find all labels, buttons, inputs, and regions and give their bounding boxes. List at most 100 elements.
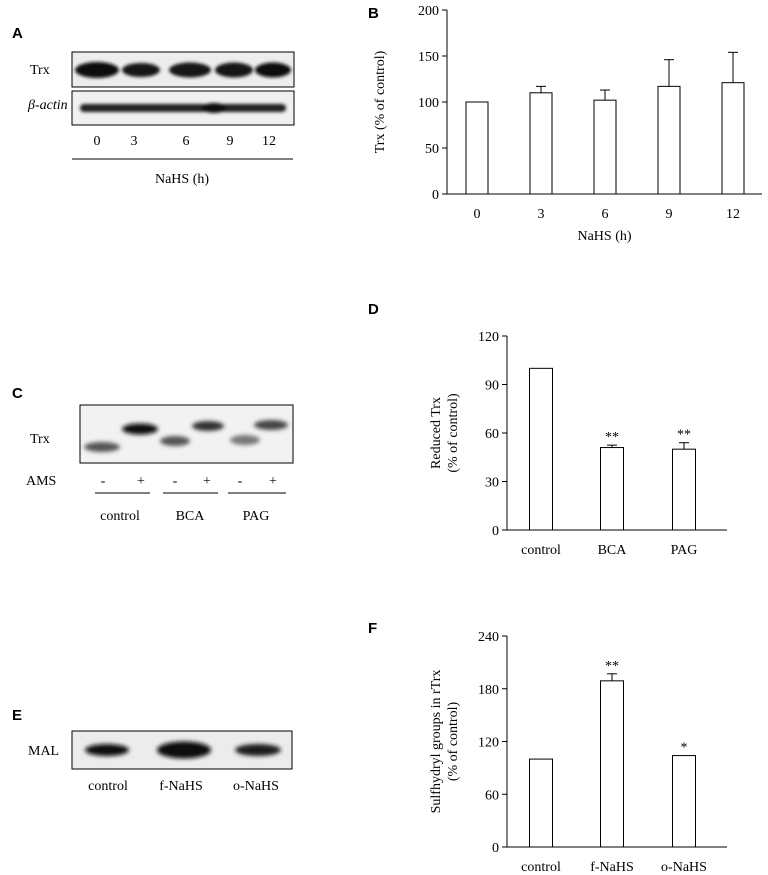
x-tick-label: 0 bbox=[474, 207, 481, 222]
band bbox=[235, 744, 281, 756]
significance-marker: ** bbox=[605, 430, 619, 445]
y-axis-label: (% of control) bbox=[446, 702, 461, 782]
blot-c-membrane bbox=[79, 404, 294, 464]
chart-f: F 0 60 120 180 240 control ** f-NaHS * o-NaHS Sulfh… bbox=[368, 620, 727, 875]
x-tick-label: 3 bbox=[538, 207, 545, 222]
bar bbox=[600, 680, 624, 848]
y-tick-label: 90 bbox=[485, 379, 499, 394]
band bbox=[85, 744, 129, 756]
lane-label: 12 bbox=[262, 134, 276, 149]
band bbox=[169, 62, 211, 78]
bar bbox=[529, 367, 553, 531]
y-tick-label: 200 bbox=[418, 4, 439, 19]
chart-b: B 0 50 100 150 200 0 3 6 9 12 NaHS (h) Trx (% of con… bbox=[368, 4, 762, 244]
significance-marker: ** bbox=[605, 659, 619, 674]
lane-label: 9 bbox=[227, 134, 234, 149]
blot-a-xlabel: NaHS (h) bbox=[155, 172, 209, 187]
x-tick-label: BCA bbox=[598, 543, 628, 558]
blot-e-row-mal: MAL bbox=[28, 744, 59, 759]
x-tick-label: 12 bbox=[726, 207, 740, 222]
band bbox=[75, 62, 119, 78]
x-tick-label: 6 bbox=[602, 207, 609, 222]
panel-a: A Trx β-actin 0 3 6 9 12 NaHS (h) bbox=[12, 25, 295, 187]
band bbox=[255, 62, 291, 78]
lane-label: control bbox=[88, 779, 128, 794]
bar bbox=[529, 758, 553, 848]
y-axis-label: (% of control) bbox=[446, 393, 461, 473]
lane-label: 3 bbox=[131, 134, 138, 149]
bar bbox=[529, 92, 553, 195]
blot-c-row-trx: Trx bbox=[30, 432, 50, 447]
band bbox=[80, 104, 286, 112]
blot-c-bands bbox=[84, 420, 288, 452]
y-tick-label: 240 bbox=[478, 630, 499, 645]
panel-e: E MAL control f-NaHS o-NaHS bbox=[12, 707, 293, 794]
group-label: PAG bbox=[243, 509, 270, 524]
band bbox=[192, 421, 224, 431]
bar bbox=[657, 85, 681, 195]
lane-label: o-NaHS bbox=[233, 779, 279, 794]
band bbox=[84, 442, 120, 452]
y-tick-label: 0 bbox=[492, 841, 499, 856]
significance-marker: * bbox=[681, 741, 688, 756]
blot-c-ams-label: AMS bbox=[26, 474, 56, 489]
blot-a-actin-bands bbox=[80, 103, 286, 113]
x-tick-label: o-NaHS bbox=[661, 860, 707, 875]
x-tick-label: 9 bbox=[666, 207, 673, 222]
lane-label: f-NaHS bbox=[159, 779, 203, 794]
panel-a-letter: A bbox=[12, 25, 23, 42]
panel-e-letter: E bbox=[12, 707, 22, 724]
x-axis-label: NaHS (h) bbox=[577, 229, 631, 244]
y-tick-label: 50 bbox=[425, 142, 439, 157]
bar bbox=[672, 755, 696, 848]
bar bbox=[465, 101, 489, 195]
blot-c-ams-signs: - + - + - + bbox=[101, 474, 277, 489]
y-tick-label: 60 bbox=[485, 427, 499, 442]
y-tick-label: 150 bbox=[418, 50, 439, 65]
blot-a-lane-labels: 0 3 6 9 12 bbox=[94, 134, 277, 149]
blot-a-trx-bands bbox=[75, 62, 291, 78]
blot-e-bands bbox=[85, 741, 281, 759]
x-tick-label: f-NaHS bbox=[590, 860, 634, 875]
panel-letter: B bbox=[368, 5, 379, 22]
band bbox=[160, 436, 190, 446]
y-tick-label: 120 bbox=[478, 330, 499, 345]
band bbox=[230, 435, 260, 445]
band bbox=[254, 420, 288, 430]
lane-label: 0 bbox=[94, 134, 101, 149]
bar bbox=[600, 447, 624, 531]
y-tick-label: 180 bbox=[478, 683, 499, 698]
ams-sign: - bbox=[173, 474, 178, 489]
y-tick-label: 100 bbox=[418, 96, 439, 111]
band bbox=[122, 63, 160, 77]
y-tick-label: 30 bbox=[485, 476, 499, 491]
band bbox=[157, 741, 211, 759]
ams-sign: + bbox=[269, 474, 277, 489]
bar bbox=[593, 99, 617, 195]
bar bbox=[672, 448, 696, 531]
panel-c: C Trx AMS - + - + - + control BCA PAG bbox=[12, 385, 294, 524]
blot-a-row-actin: β-actin bbox=[27, 98, 68, 113]
band bbox=[215, 62, 253, 78]
y-tick-label: 60 bbox=[485, 788, 499, 803]
group-label: control bbox=[100, 509, 140, 524]
bar bbox=[721, 82, 745, 195]
blot-a-row-trx: Trx bbox=[30, 63, 50, 78]
y-tick-label: 0 bbox=[432, 188, 439, 203]
y-axis-label: Sulfhydryl groups in rTrx bbox=[429, 670, 444, 814]
panel-c-letter: C bbox=[12, 385, 23, 402]
y-axis-label: Reduced Trx bbox=[429, 397, 444, 469]
band bbox=[122, 423, 158, 435]
y-tick-label: 120 bbox=[478, 736, 499, 751]
lane-label: 6 bbox=[183, 134, 190, 149]
ams-sign: - bbox=[101, 474, 106, 489]
ams-sign: + bbox=[203, 474, 211, 489]
ams-sign: + bbox=[137, 474, 145, 489]
panel-letter: D bbox=[368, 301, 379, 318]
band bbox=[202, 103, 226, 113]
ams-sign: - bbox=[238, 474, 243, 489]
panel-letter: F bbox=[368, 620, 377, 637]
x-tick-label: control bbox=[521, 860, 561, 875]
y-axis-label: Trx (% of control) bbox=[373, 50, 388, 153]
